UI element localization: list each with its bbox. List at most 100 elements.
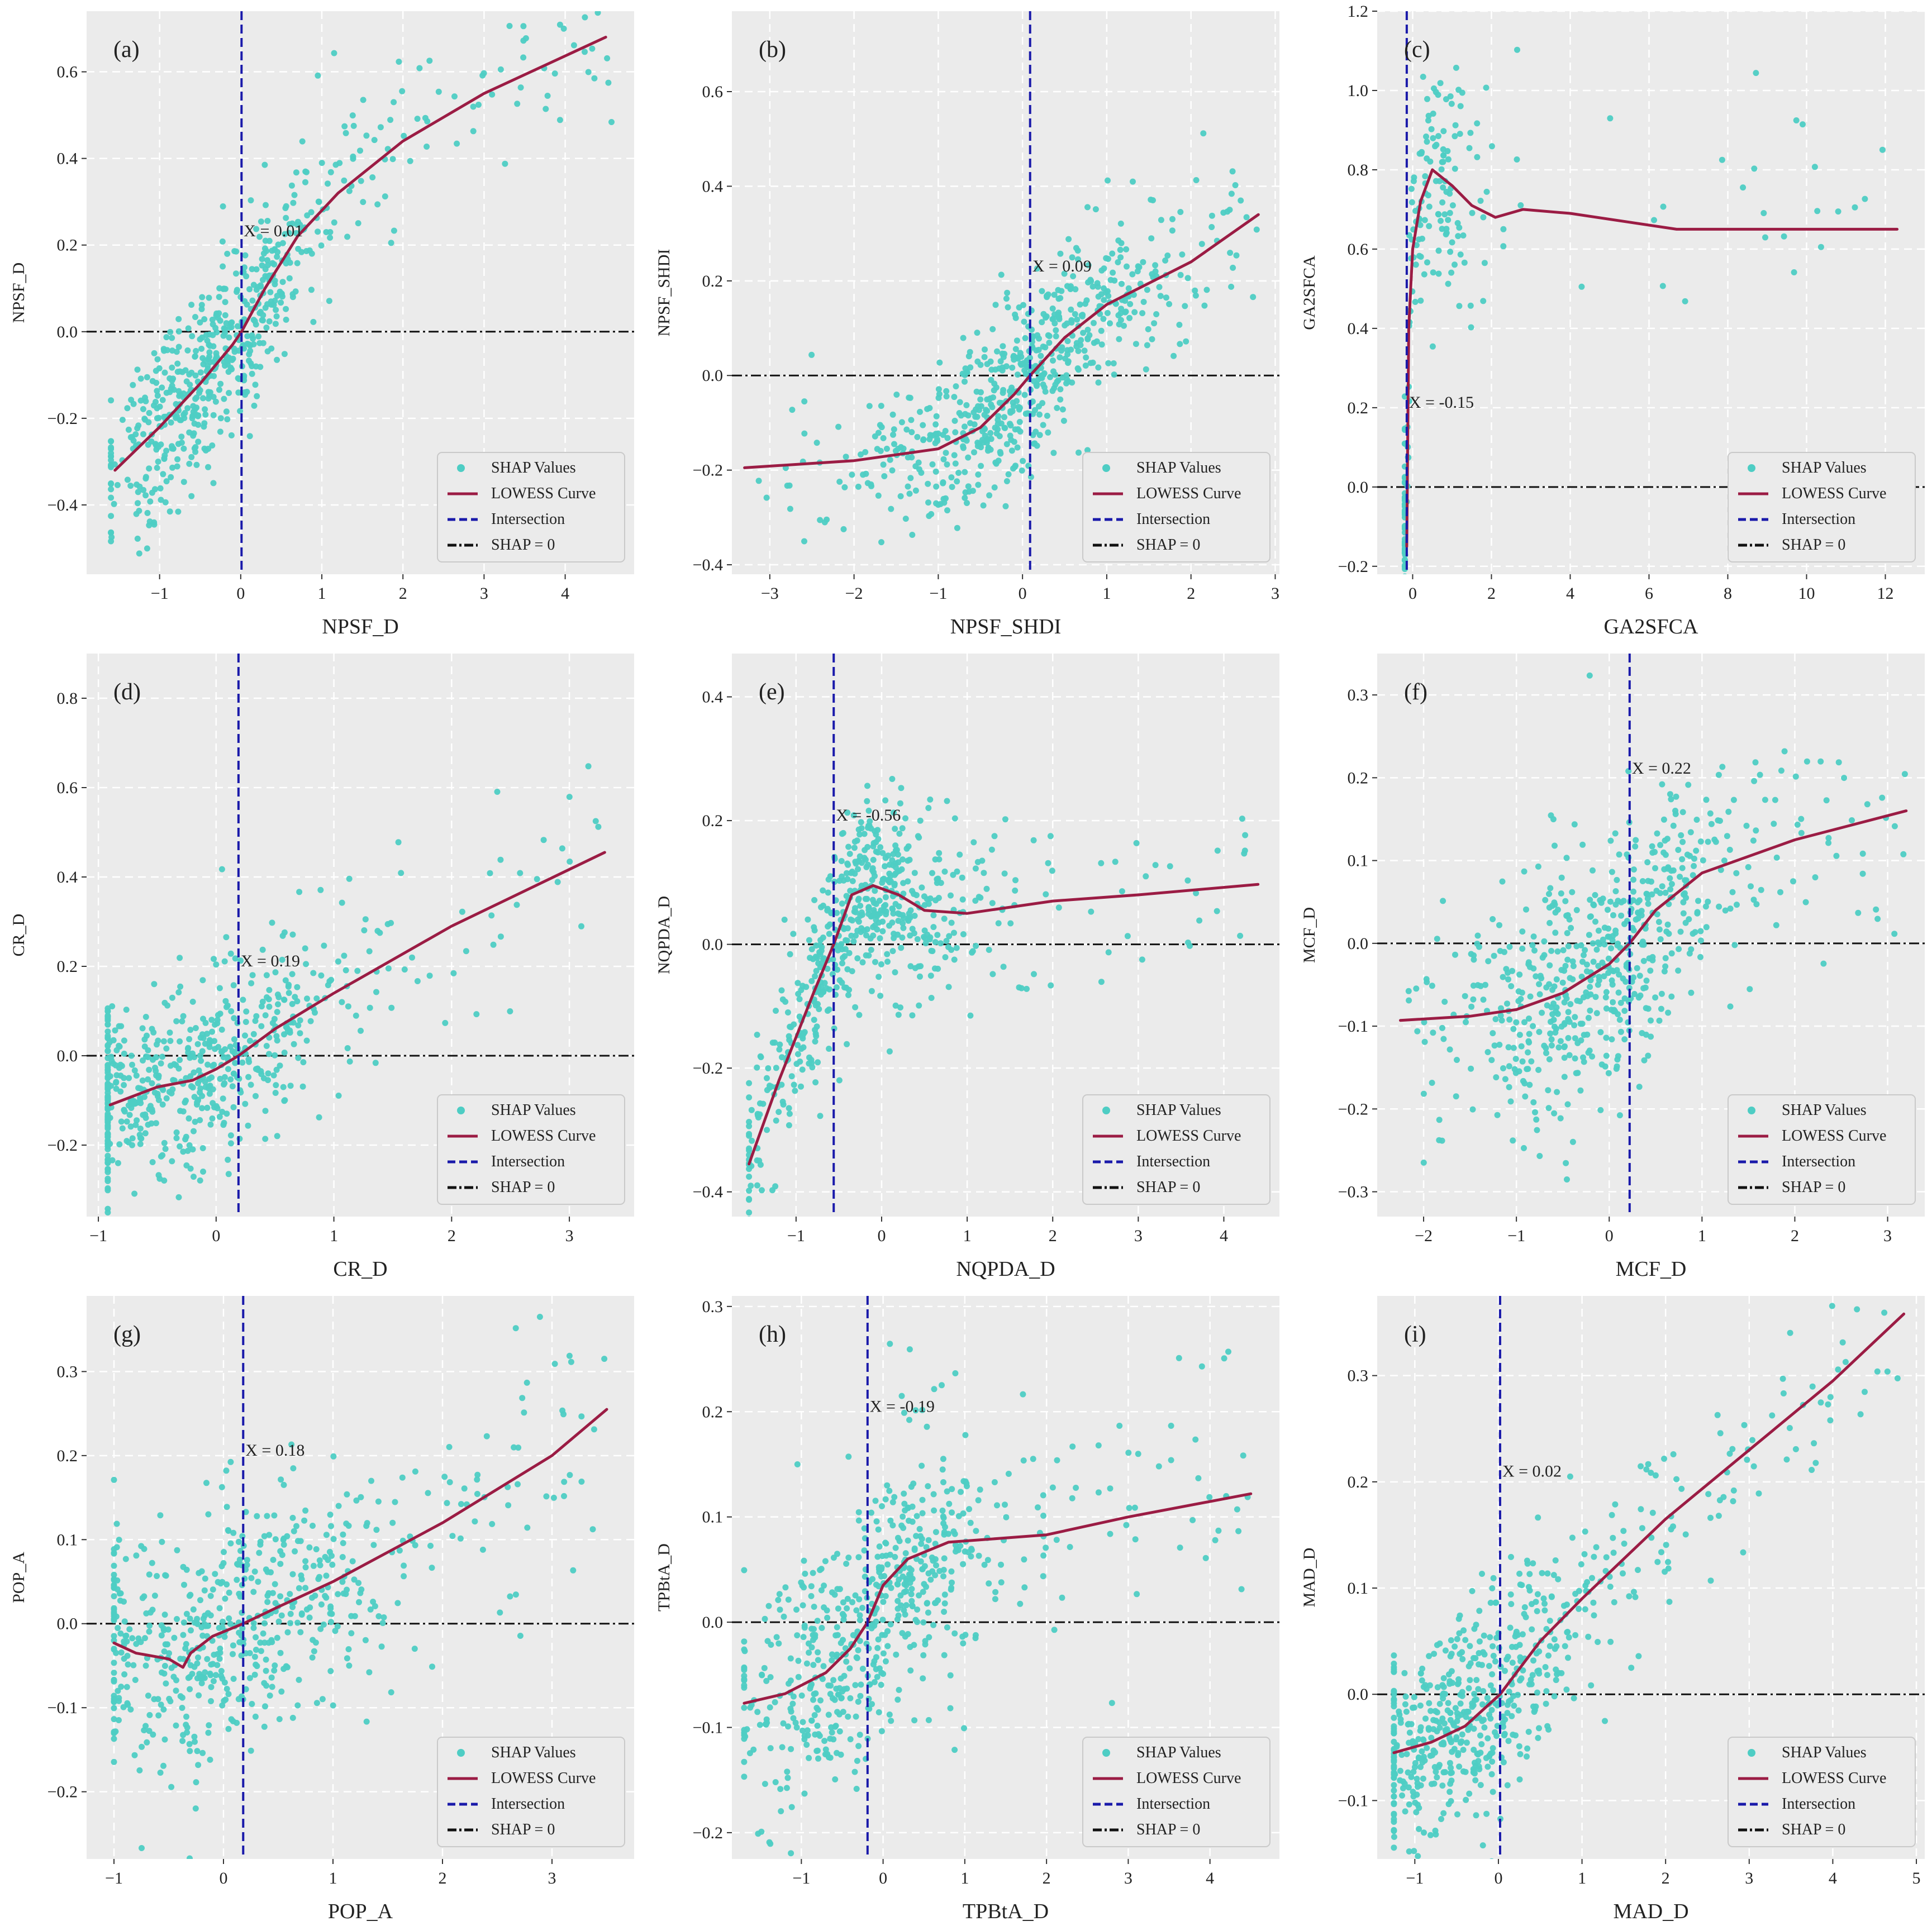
shap-point — [1416, 252, 1422, 259]
shap-point — [1668, 881, 1675, 888]
shap-point — [169, 994, 175, 1001]
lowess-curve — [1399, 809, 1908, 1022]
shap-point — [1145, 326, 1151, 332]
shap-point — [1084, 335, 1091, 342]
shap-point — [1623, 961, 1630, 968]
shap-point — [1762, 234, 1768, 241]
shap-point — [1452, 133, 1458, 140]
y-tick-label: 0.0 — [57, 1615, 78, 1633]
shap-point — [808, 351, 815, 358]
shap-point — [1634, 899, 1641, 905]
shap-point — [871, 1679, 878, 1685]
shap-point — [149, 489, 155, 496]
shap-point — [1002, 1501, 1008, 1508]
shap-point — [140, 1057, 146, 1064]
shap-point — [1403, 617, 1409, 623]
legend-shap-zero: SHAP = 0 — [1136, 1179, 1200, 1196]
shap-point — [919, 1536, 925, 1542]
shap-point — [272, 297, 278, 304]
shap-point — [121, 1618, 128, 1625]
shap-point — [216, 1113, 223, 1120]
shap-point — [894, 1605, 901, 1612]
shap-point — [1040, 422, 1046, 428]
shap-point — [306, 1544, 313, 1551]
x-tick-label: 4 — [1220, 1227, 1228, 1245]
shap-point — [116, 1141, 123, 1148]
shap-point — [790, 1693, 797, 1700]
shap-point — [534, 876, 540, 883]
shap-point — [318, 1601, 325, 1608]
shap-point — [1586, 932, 1592, 938]
shap-point — [245, 1074, 252, 1080]
shap-point — [180, 1108, 187, 1115]
x-tick-label: −1 — [1507, 1227, 1525, 1245]
shap-point — [374, 928, 381, 935]
shap-point — [570, 42, 577, 49]
shap-point — [1572, 1055, 1578, 1062]
shap-point — [1124, 933, 1131, 940]
shap-point — [121, 1037, 127, 1044]
shap-point — [1901, 771, 1908, 778]
shap-point — [259, 998, 266, 1005]
shap-point — [780, 1101, 787, 1108]
intersection-annotation: X = 0.09 — [1032, 257, 1092, 275]
shap-point — [786, 1033, 792, 1040]
shap-point — [104, 1083, 111, 1090]
shap-point — [1747, 986, 1753, 993]
shap-point — [1546, 962, 1553, 969]
shap-point — [1088, 278, 1095, 284]
shap-point — [824, 1614, 831, 1621]
shap-point — [787, 1677, 794, 1684]
shap-point — [154, 1573, 160, 1579]
shap-point — [1583, 968, 1590, 975]
shap-point — [108, 453, 115, 460]
shap-point — [772, 1779, 779, 1785]
shap-point — [1016, 984, 1022, 991]
shap-point — [187, 1615, 193, 1622]
shap-point — [1585, 1050, 1592, 1056]
shap-point — [940, 1514, 947, 1521]
shap-point — [246, 433, 253, 440]
shap-point — [837, 1639, 844, 1646]
shap-point — [1602, 994, 1609, 1000]
shap-point — [1515, 998, 1522, 1004]
shap-point — [1474, 120, 1481, 127]
shap-point — [258, 1003, 265, 1010]
shap-point — [1587, 984, 1593, 990]
shap-point — [221, 325, 227, 332]
shap-point — [134, 425, 141, 432]
shap-point — [909, 926, 916, 932]
shap-point — [318, 242, 325, 249]
shap-point — [304, 212, 311, 219]
shap-point — [191, 1128, 197, 1134]
shap-point — [908, 1484, 915, 1490]
shap-point — [825, 889, 831, 896]
shap-point — [506, 23, 513, 29]
shap-point — [271, 1016, 278, 1022]
shap-point — [936, 359, 943, 366]
shap-point — [104, 1209, 111, 1216]
shap-point — [1402, 612, 1408, 618]
shap-point — [881, 473, 888, 479]
shap-point — [264, 1599, 271, 1605]
shap-point — [898, 1522, 905, 1529]
shap-point — [153, 379, 160, 386]
shap-point — [327, 235, 334, 241]
shap-point — [329, 1610, 335, 1617]
shap-point — [216, 294, 222, 301]
shap-point — [1665, 1009, 1672, 1016]
shap-point — [319, 1696, 326, 1703]
shap-point — [116, 1717, 122, 1723]
shap-point — [213, 353, 220, 360]
shap-point — [1184, 877, 1191, 884]
shap-point — [189, 415, 196, 422]
shap-point — [1112, 859, 1119, 865]
shap-point — [391, 99, 397, 106]
shap-point — [1565, 1009, 1572, 1016]
shap-point — [746, 1256, 752, 1262]
shap-point — [524, 1524, 531, 1531]
shap-point — [1446, 1046, 1453, 1053]
shap-point — [311, 1648, 317, 1655]
shap-point — [141, 416, 148, 422]
shap-point — [111, 1593, 117, 1600]
